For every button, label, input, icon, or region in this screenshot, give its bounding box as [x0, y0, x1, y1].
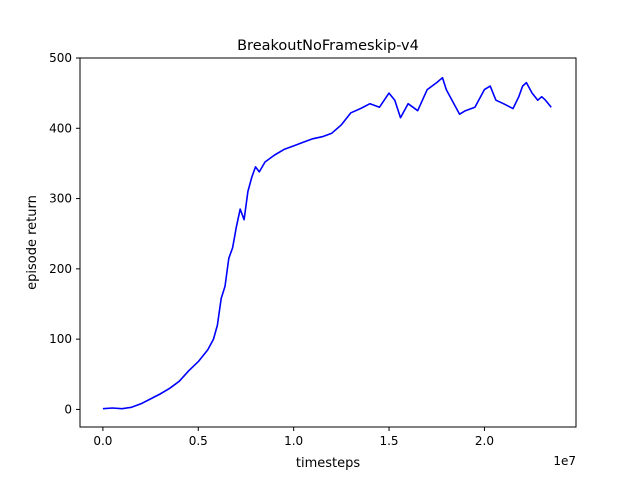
series-line-0 — [102, 76, 552, 410]
y-tick-label: 0 — [64, 402, 72, 416]
x-tick-label: 0.0 — [93, 434, 112, 448]
x-axis-label: timesteps — [296, 456, 360, 471]
x-tick-label: 1.5 — [379, 434, 398, 448]
y-tick-label: 300 — [49, 192, 72, 206]
chart-title: BreakoutNoFrameskip-v4 — [237, 38, 419, 54]
y-tick-label: 100 — [49, 332, 72, 346]
y-tick-label: 500 — [49, 51, 72, 65]
y-tick-label: 400 — [49, 121, 72, 135]
x-tick-label: 1.0 — [284, 434, 303, 448]
x-offset-label: 1e7 — [553, 454, 576, 468]
plot-area: 0.0 0.5 1.0 1.5 2.0 0 100 200 300 400 500 — [49, 51, 552, 448]
x-tick-label: 2.0 — [475, 434, 494, 448]
plot-frame — [79, 57, 577, 428]
x-tick-label: 0.5 — [189, 434, 208, 448]
y-axis-label: episode return — [25, 195, 40, 290]
y-tick-label: 200 — [49, 262, 72, 276]
